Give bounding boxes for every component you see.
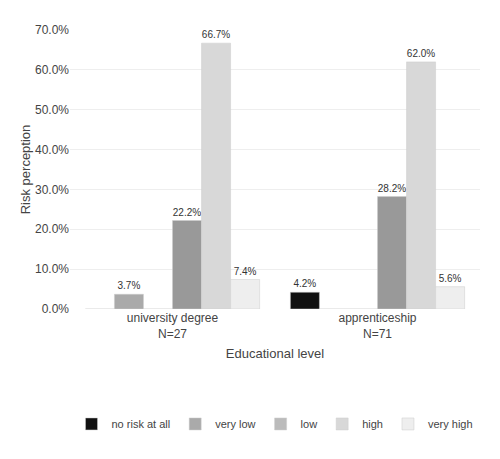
svg-text:high: high bbox=[362, 418, 383, 430]
svg-text:10.0%: 10.0% bbox=[35, 262, 69, 276]
svg-text:0.0%: 0.0% bbox=[42, 302, 70, 316]
svg-text:70.0%: 70.0% bbox=[35, 23, 69, 37]
svg-text:4.2%: 4.2% bbox=[293, 278, 316, 289]
svg-text:apprenticeshipN=71: apprenticeshipN=71 bbox=[338, 311, 416, 341]
svg-text:62.0%: 62.0% bbox=[407, 48, 435, 59]
svg-text:40.0%: 40.0% bbox=[35, 143, 69, 157]
svg-text:66.7%: 66.7% bbox=[202, 29, 230, 40]
svg-text:very low: very low bbox=[215, 418, 255, 430]
svg-text:60.0%: 60.0% bbox=[35, 63, 69, 77]
svg-text:7.4%: 7.4% bbox=[234, 266, 257, 277]
svg-text:3.7%: 3.7% bbox=[117, 280, 140, 291]
svg-text:no risk at all: no risk at all bbox=[112, 418, 171, 430]
svg-text:30.0%: 30.0% bbox=[35, 183, 69, 197]
svg-text:very high: very high bbox=[428, 418, 473, 430]
svg-text:50.0%: 50.0% bbox=[35, 103, 69, 117]
svg-text:low: low bbox=[301, 418, 318, 430]
svg-text:20.0%: 20.0% bbox=[35, 222, 69, 236]
svg-text:Educational level: Educational level bbox=[226, 346, 324, 361]
svg-text:28.2%: 28.2% bbox=[378, 183, 406, 194]
svg-text:Risk perception: Risk perception bbox=[18, 125, 33, 215]
svg-text:22.2%: 22.2% bbox=[173, 207, 201, 218]
svg-text:5.6%: 5.6% bbox=[439, 273, 462, 284]
svg-text:university degreeN=27: university degreeN=27 bbox=[127, 311, 219, 341]
